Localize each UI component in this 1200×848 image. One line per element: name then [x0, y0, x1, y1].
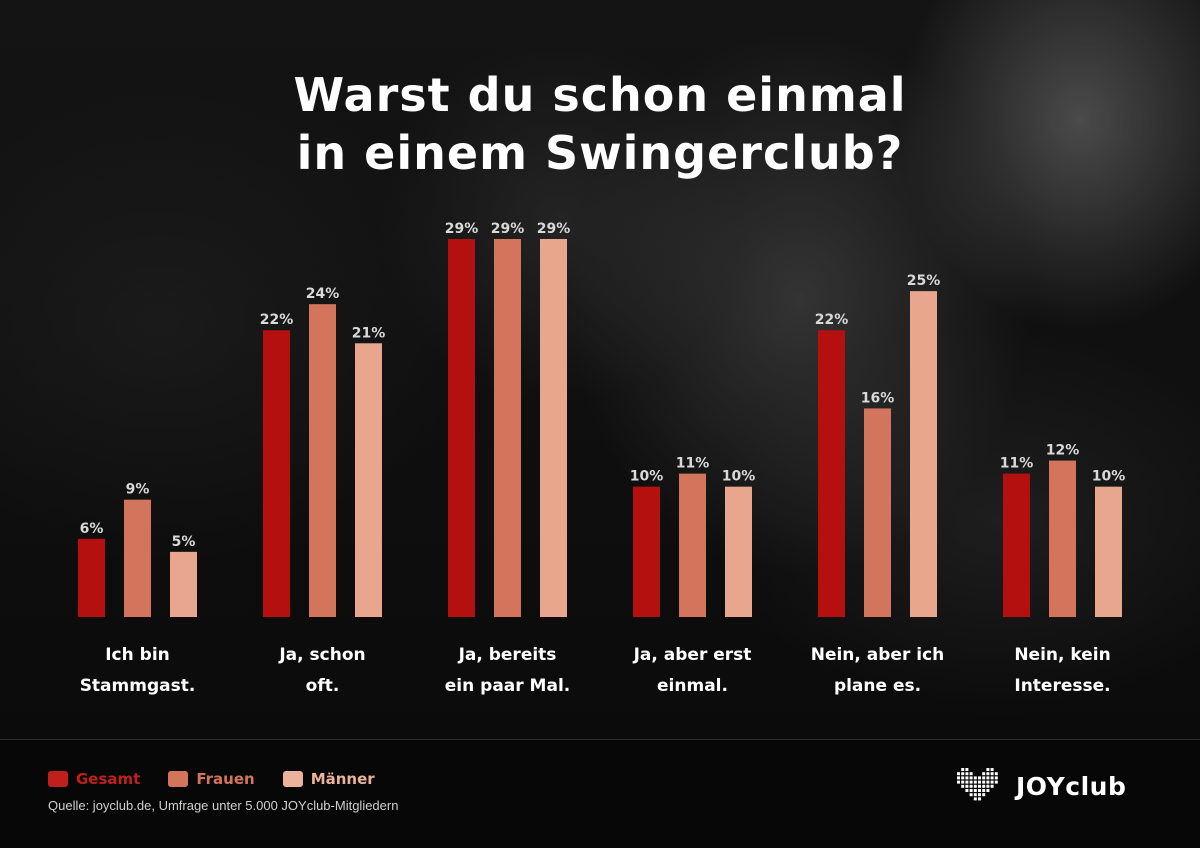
value-label-gesamt-0: 6% — [80, 521, 104, 537]
title-line-2: in einem Swingerclub? — [296, 126, 904, 180]
category-label-4-line-2: plane es. — [834, 676, 921, 696]
title-line-1: Warst du schon einmal — [293, 68, 907, 122]
bar-gesamt-4 — [818, 330, 845, 617]
category-label-3-line-2: einmal. — [657, 676, 728, 696]
value-label-frauen-1: 24% — [306, 286, 340, 302]
bar-maenner-1 — [355, 343, 382, 617]
category-label-5-line-1: Nein, kein — [1014, 645, 1110, 665]
category-label-1-line-2: oft. — [306, 676, 340, 696]
value-label-gesamt-2: 29% — [445, 221, 479, 237]
category-label-0-line-1: Ich bin — [105, 645, 170, 665]
bar-maenner-4 — [910, 291, 937, 617]
bar-frauen-1 — [309, 304, 336, 617]
legend-swatch-maenner — [282, 771, 303, 787]
value-label-frauen-3: 11% — [676, 456, 710, 472]
value-label-frauen-5: 12% — [1046, 443, 1080, 459]
legend-label-maenner: Männer — [310, 770, 375, 788]
category-label-2-line-1: Ja, bereits — [458, 645, 557, 665]
category-label-5-line-2: Interesse. — [1014, 676, 1110, 696]
legend-item-gesamt: Gesamt — [48, 770, 140, 788]
bar-gesamt-5 — [1003, 473, 1030, 617]
value-label-gesamt-4: 22% — [815, 312, 849, 328]
background-photo — [0, 0, 1200, 740]
bar-frauen-5 — [1049, 460, 1076, 617]
legend-label-gesamt: Gesamt — [76, 770, 141, 788]
legend-swatch-frauen — [168, 771, 189, 787]
legend-swatch-gesamt — [48, 771, 68, 787]
bar-frauen-3 — [679, 473, 706, 617]
category-label-3-line-1: Ja, aber erst — [633, 645, 752, 665]
value-label-maenner-0: 5% — [172, 534, 196, 550]
source-note: Quelle: joyclub.de, Umfrage unter 5.000 … — [48, 798, 399, 813]
bar-maenner-2 — [540, 239, 567, 617]
value-label-maenner-4: 25% — [907, 273, 941, 289]
category-label-4-line-1: Nein, aber ich — [811, 645, 945, 665]
bar-frauen-0 — [124, 499, 151, 617]
value-label-gesamt-5: 11% — [1000, 456, 1034, 472]
bar-gesamt-0 — [78, 538, 105, 617]
chart-title: Warst du schon einmal in einem Swingercl… — [0, 66, 1200, 182]
category-label-2-line-2: ein paar Mal. — [445, 676, 570, 696]
bar-gesamt-3 — [633, 486, 660, 617]
bar-maenner-0 — [170, 551, 197, 617]
value-label-frauen-4: 16% — [861, 390, 895, 406]
value-label-maenner-2: 29% — [537, 221, 571, 237]
bar-frauen-2 — [494, 239, 521, 617]
pixel-heart-icon — [957, 768, 998, 801]
value-label-gesamt-1: 22% — [260, 312, 294, 328]
value-label-frauen-0: 9% — [126, 482, 150, 498]
bar-gesamt-2 — [448, 239, 475, 617]
bar-chart: 6% 9% 5% 22% 24% 21% 29% 29% 29% 10% 11% 10% 22% 16% 2… — [78, 221, 1126, 696]
value-label-gesamt-3: 10% — [630, 469, 664, 485]
joyclub-logo[interactable]: JOYclub — [956, 766, 1126, 806]
value-label-maenner-3: 10% — [722, 469, 756, 485]
legend-item-frauen: Frauen — [168, 770, 255, 788]
value-label-maenner-5: 10% — [1092, 469, 1126, 485]
legend: Gesamt Frauen Männer — [48, 770, 375, 788]
value-label-maenner-1: 21% — [352, 325, 386, 341]
bar-maenner-5 — [1095, 486, 1122, 617]
legend-item-maenner: Männer — [282, 770, 375, 788]
legend-label-frauen: Frauen — [196, 770, 255, 788]
category-label-0-line-2: Stammgast. — [80, 676, 196, 696]
bar-gesamt-1 — [263, 330, 290, 617]
category-label-1-line-1: Ja, schon — [278, 645, 365, 665]
footer-divider — [0, 739, 1200, 740]
bar-frauen-4 — [864, 408, 891, 617]
bar-maenner-3 — [725, 486, 752, 617]
logo-text: JOYclub — [1016, 771, 1127, 801]
value-label-frauen-2: 29% — [491, 221, 525, 237]
